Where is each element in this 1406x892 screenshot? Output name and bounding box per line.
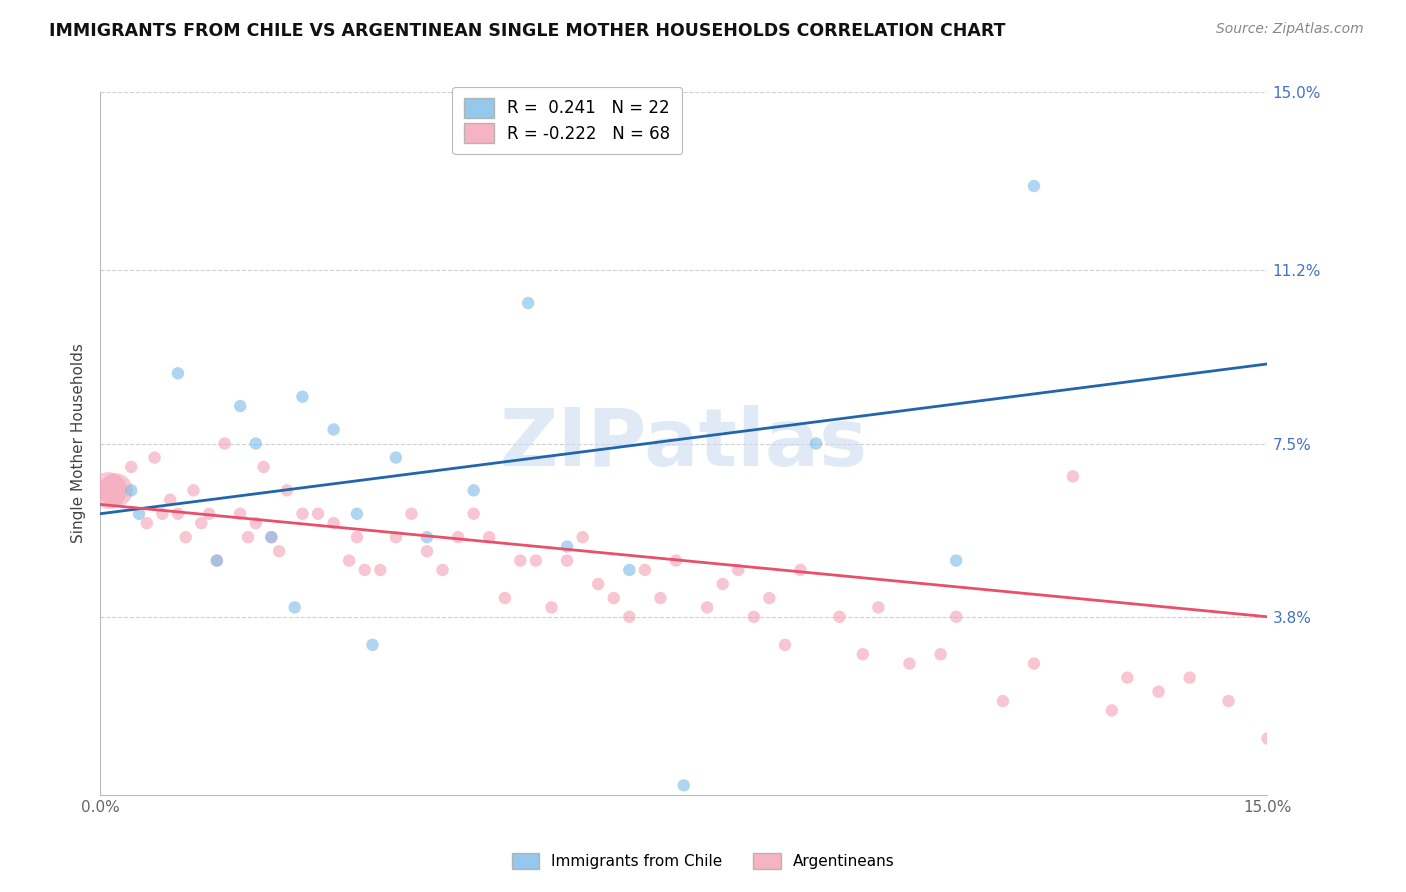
Point [120,483,142,498]
Point [229,399,252,413]
Point [245,516,267,530]
Point [478,530,501,544]
Point [236,530,259,544]
Point [773,638,796,652]
Point [650,591,672,605]
Text: IMMIGRANTS FROM CHILE VS ARGENTINEAN SINGLE MOTHER HOUSEHOLDS CORRELATION CHART: IMMIGRANTS FROM CHILE VS ARGENTINEAN SIN… [49,22,1005,40]
Point [804,436,827,450]
Point [416,530,439,544]
Point [104,483,127,498]
Point [447,530,470,544]
Point [494,591,516,605]
Text: Source: ZipAtlas.com: Source: ZipAtlas.com [1216,22,1364,37]
Point [1147,684,1170,698]
Point [322,516,344,530]
Point [555,540,578,554]
Point [167,507,190,521]
Point [463,483,485,498]
Point [353,563,375,577]
Y-axis label: Single Mother Households: Single Mother Households [72,343,86,543]
Point [852,647,875,661]
Point [1256,731,1278,746]
Point [1101,703,1123,717]
Point [1062,469,1084,483]
Point [385,530,408,544]
Point [868,600,890,615]
Point [252,459,274,474]
Point [672,778,695,792]
Point [634,563,657,577]
Point [214,436,236,450]
Point [509,553,531,567]
Point [190,516,212,530]
Point [828,609,851,624]
Point [517,296,540,310]
Point [696,600,718,615]
Point [120,459,142,474]
Point [97,483,120,498]
Point [167,366,190,380]
Point [432,563,454,577]
Text: ZIPatlas: ZIPatlas [499,405,868,483]
Point [524,553,547,567]
Point [229,507,252,521]
Point [361,638,384,652]
Point [307,507,329,521]
Point [205,553,228,567]
Point [619,563,641,577]
Point [555,553,578,567]
Point [150,507,173,521]
Point [1022,657,1045,671]
Legend: Immigrants from Chile, Argentineans: Immigrants from Chile, Argentineans [505,847,901,875]
Point [198,507,221,521]
Point [322,422,344,436]
Point [337,553,360,567]
Point [945,609,967,624]
Point [260,530,283,544]
Point [416,544,439,558]
Point [586,577,609,591]
Point [346,507,368,521]
Point [603,591,626,605]
Point [789,563,811,577]
Point [346,530,368,544]
Point [945,553,967,567]
Point [742,609,765,624]
Point [291,507,314,521]
Point [245,436,267,450]
Point [385,450,408,465]
Point [898,657,921,671]
Point [205,553,228,567]
Legend: R =  0.241   N = 22, R = -0.222   N = 68: R = 0.241 N = 22, R = -0.222 N = 68 [453,87,682,154]
Point [183,483,205,498]
Point [284,600,307,615]
Point [1116,671,1139,685]
Point [143,450,166,465]
Point [665,553,688,567]
Point [727,563,749,577]
Point [368,563,391,577]
Point [463,507,485,521]
Point [291,390,314,404]
Point [159,492,181,507]
Point [711,577,734,591]
Point [929,647,952,661]
Point [174,530,197,544]
Point [260,530,283,544]
Point [1218,694,1240,708]
Point [758,591,780,605]
Point [1022,179,1045,194]
Point [128,507,150,521]
Point [571,530,593,544]
Point [1178,671,1201,685]
Point [276,483,298,498]
Point [619,609,641,624]
Point [135,516,157,530]
Point [269,544,291,558]
Point [401,507,423,521]
Point [991,694,1014,708]
Point [540,600,562,615]
